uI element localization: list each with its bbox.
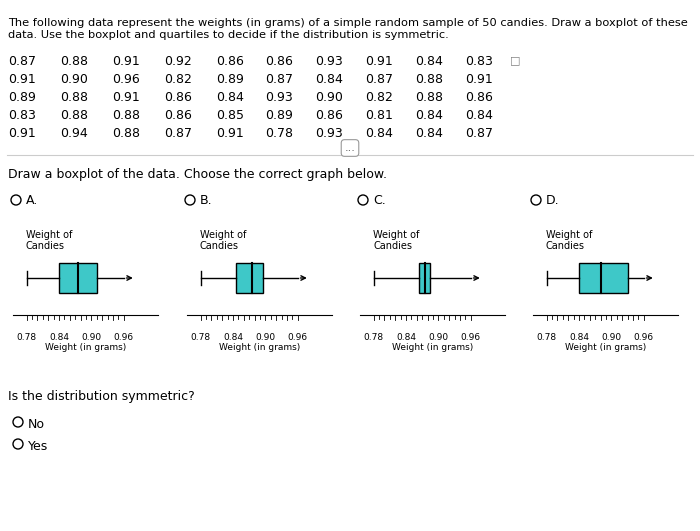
Text: 0.78: 0.78 (363, 333, 384, 342)
Text: 0.86: 0.86 (164, 109, 192, 122)
Text: Weight (in grams): Weight (in grams) (565, 343, 646, 352)
Text: 0.91: 0.91 (8, 127, 36, 140)
Text: 0.86: 0.86 (164, 91, 192, 104)
Text: 0.92: 0.92 (164, 55, 192, 68)
Text: 0.82: 0.82 (365, 91, 393, 104)
Text: 0.86: 0.86 (315, 109, 343, 122)
Text: 0.88: 0.88 (60, 91, 88, 104)
Text: 0.85: 0.85 (216, 109, 244, 122)
Text: 0.93: 0.93 (315, 127, 343, 140)
Text: 0.89: 0.89 (265, 109, 293, 122)
Text: B.: B. (200, 193, 213, 207)
Text: 0.96: 0.96 (634, 333, 654, 342)
Text: 0.78: 0.78 (536, 333, 557, 342)
Text: 0.96: 0.96 (113, 333, 134, 342)
Text: 0.90: 0.90 (60, 73, 88, 86)
Text: 0.87: 0.87 (265, 73, 293, 86)
Text: 0.88: 0.88 (60, 109, 88, 122)
Text: 0.88: 0.88 (60, 55, 88, 68)
Text: 0.84: 0.84 (569, 333, 589, 342)
Text: □: □ (510, 55, 521, 65)
Text: 0.84: 0.84 (223, 333, 243, 342)
Text: No: No (28, 418, 45, 431)
Text: Weight (in grams): Weight (in grams) (392, 343, 473, 352)
Text: ...: ... (344, 143, 356, 153)
Text: Draw a boxplot of the data. Choose the correct graph below.: Draw a boxplot of the data. Choose the c… (8, 168, 387, 181)
Bar (419, 263, 430, 293)
Text: 0.91: 0.91 (365, 55, 393, 68)
Text: 0.78: 0.78 (190, 333, 211, 342)
Text: Candies: Candies (26, 241, 65, 251)
Text: Candies: Candies (200, 241, 239, 251)
Text: 0.90: 0.90 (315, 91, 343, 104)
Text: Candies: Candies (546, 241, 585, 251)
Text: Candies: Candies (373, 241, 412, 251)
Text: 0.90: 0.90 (601, 333, 622, 342)
Text: 0.78: 0.78 (265, 127, 293, 140)
Text: 0.96: 0.96 (461, 333, 481, 342)
Text: 0.88: 0.88 (415, 73, 443, 86)
Text: 0.89: 0.89 (8, 91, 36, 104)
Text: 0.87: 0.87 (8, 55, 36, 68)
Text: 0.96: 0.96 (288, 333, 308, 342)
Text: 0.88: 0.88 (112, 127, 140, 140)
Text: 0.87: 0.87 (164, 127, 192, 140)
Text: 0.94: 0.94 (60, 127, 88, 140)
Text: Weight (in grams): Weight (in grams) (219, 343, 300, 352)
Text: 0.91: 0.91 (8, 73, 36, 86)
Text: C.: C. (373, 193, 386, 207)
Text: 0.84: 0.84 (49, 333, 69, 342)
Text: 0.90: 0.90 (428, 333, 449, 342)
Text: 0.86: 0.86 (265, 55, 293, 68)
Text: 0.91: 0.91 (465, 73, 493, 86)
Text: 0.91: 0.91 (112, 55, 140, 68)
Text: 0.84: 0.84 (415, 109, 443, 122)
Text: Yes: Yes (28, 440, 48, 453)
Text: 0.90: 0.90 (256, 333, 275, 342)
Bar (59, 263, 97, 293)
Text: 0.89: 0.89 (216, 73, 244, 86)
Text: 0.91: 0.91 (112, 91, 140, 104)
Text: D.: D. (546, 193, 559, 207)
Text: 0.84: 0.84 (415, 55, 443, 68)
Text: 0.87: 0.87 (365, 73, 393, 86)
Text: 0.86: 0.86 (465, 91, 493, 104)
Text: data. Use the boxplot and quartiles to decide if the distribution is symmetric.: data. Use the boxplot and quartiles to d… (8, 30, 449, 40)
Text: 0.84: 0.84 (315, 73, 343, 86)
Text: 0.78: 0.78 (16, 333, 36, 342)
Text: 0.84: 0.84 (216, 91, 244, 104)
Text: 0.87: 0.87 (465, 127, 493, 140)
Text: 0.93: 0.93 (265, 91, 293, 104)
Text: 0.90: 0.90 (81, 333, 102, 342)
Text: 0.84: 0.84 (465, 109, 493, 122)
Text: The following data represent the weights (in grams) of a simple random sample of: The following data represent the weights… (8, 18, 687, 28)
Text: Weight of: Weight of (373, 230, 419, 240)
Text: 0.84: 0.84 (365, 127, 393, 140)
Text: 0.81: 0.81 (365, 109, 393, 122)
Text: 0.88: 0.88 (112, 109, 140, 122)
Text: 0.93: 0.93 (315, 55, 343, 68)
Text: 0.84: 0.84 (415, 127, 443, 140)
Text: Weight of: Weight of (26, 230, 72, 240)
Text: 0.84: 0.84 (396, 333, 416, 342)
Text: A.: A. (26, 193, 38, 207)
Text: Weight (in grams): Weight (in grams) (45, 343, 126, 352)
Text: 0.83: 0.83 (465, 55, 493, 68)
Bar (579, 263, 627, 293)
Text: 0.86: 0.86 (216, 55, 244, 68)
Text: 0.82: 0.82 (164, 73, 192, 86)
Text: 0.88: 0.88 (415, 91, 443, 104)
Text: 0.83: 0.83 (8, 109, 36, 122)
Text: Weight of: Weight of (546, 230, 592, 240)
Text: 0.96: 0.96 (112, 73, 140, 86)
Text: Weight of: Weight of (200, 230, 246, 240)
Bar (236, 263, 262, 293)
Text: Is the distribution symmetric?: Is the distribution symmetric? (8, 390, 195, 403)
Text: 0.91: 0.91 (216, 127, 244, 140)
